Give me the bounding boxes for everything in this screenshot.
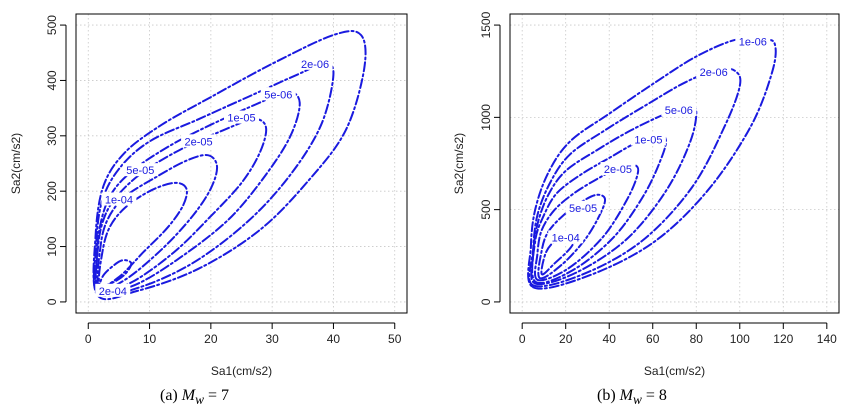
contour-label-bg <box>181 134 217 148</box>
contour-label-bg <box>661 102 697 116</box>
contour-label-bg <box>548 230 584 244</box>
contour-label-bg <box>600 162 636 176</box>
y-tick-label: 1000 <box>479 104 493 131</box>
contour-label: 5e-05 <box>126 165 154 177</box>
y-tick-label: 500 <box>479 199 493 219</box>
contour-label-bg <box>696 65 732 79</box>
x-tick-label: 20 <box>559 332 573 346</box>
contour-label: 1e-05 <box>634 135 662 147</box>
y-tick-label: 0 <box>45 298 59 305</box>
x-tick-label: 40 <box>327 332 341 346</box>
y-axis-title: Sa2(cm/s2) <box>452 133 466 194</box>
contour-label-bg <box>297 56 333 70</box>
contour-label: 1e-06 <box>739 37 767 49</box>
y-tick-label: 0 <box>479 298 493 305</box>
contour-label-bg <box>224 110 259 124</box>
chart-b: 1e-06 2e-06 5e-06 1e-05 2e-05 5e-05 1e-04 0 20 40… <box>452 11 840 378</box>
contour-line-2e-06 <box>92 30 367 301</box>
caption-a-tag: (a) <box>160 387 178 404</box>
x-axis-title: Sa1(cm/s2) <box>211 364 272 378</box>
x-tick-label: 60 <box>646 332 660 346</box>
contour-line-1e-05 <box>93 90 301 295</box>
caption-b-tag: (b) <box>597 387 616 404</box>
x-tick-label: 50 <box>388 332 402 346</box>
contour-line-1e-06 <box>527 37 777 290</box>
contour-label: 5e-06 <box>665 105 693 117</box>
caption-a-relation: = 7 <box>207 387 230 404</box>
plot-frame <box>509 13 840 314</box>
contour-label: 1e-04 <box>105 194 133 206</box>
contour-line-5e-06 <box>92 62 335 297</box>
contour-line-2e-04 <box>98 259 133 288</box>
x-tick-label: 80 <box>690 332 704 346</box>
contour-line-5e-05 <box>537 193 607 280</box>
y-tick-label: 100 <box>45 236 59 256</box>
y-tick-label: 300 <box>45 125 59 145</box>
x-tick-label: 10 <box>143 332 157 346</box>
contour-label: 2e-04 <box>99 286 127 298</box>
contour-label: 5e-05 <box>569 203 597 215</box>
x-tick-label: 20 <box>204 332 218 346</box>
contour-label: 5e-06 <box>264 89 292 101</box>
x-tick-label: 40 <box>603 332 617 346</box>
x-tick-label: 30 <box>265 332 279 346</box>
contour-label-bg <box>735 34 771 48</box>
contour-label: 2e-05 <box>604 164 632 176</box>
x-tick-label: 0 <box>519 332 526 346</box>
y-tick-label: 200 <box>45 181 59 201</box>
y-axis-title: Sa2(cm/s2) <box>9 133 23 194</box>
contour-label-bg <box>565 200 601 214</box>
contour-label-bg <box>260 87 296 101</box>
caption-a-subscript: w <box>195 392 204 408</box>
contour-label: 2e-05 <box>185 136 213 148</box>
caption-b-symbol: M <box>619 387 633 404</box>
contour-line-1e-04 <box>97 181 188 288</box>
contour-label-bg <box>122 163 158 177</box>
contour-label-bg <box>95 283 131 297</box>
x-tick-label: 120 <box>773 332 793 346</box>
x-axis-title: Sa1(cm/s2) <box>644 364 705 378</box>
x-tick-label: 140 <box>817 332 837 346</box>
contour-label: 2e-06 <box>700 67 728 79</box>
x-tick-label: 100 <box>730 332 750 346</box>
caption-b: (b) Mw = 8 <box>597 387 667 408</box>
caption-a-symbol: M <box>181 387 196 404</box>
y-tick-label: 500 <box>45 15 59 35</box>
contour-label: 2e-06 <box>301 59 329 71</box>
y-tick-label: 400 <box>45 70 59 90</box>
y-tick-label: 1500 <box>479 11 493 38</box>
contour-label: 1e-04 <box>552 232 580 244</box>
caption-a: (a) Mw = 7 <box>160 387 229 408</box>
caption-b-subscript: w <box>632 392 642 408</box>
contour-line-5e-05 <box>96 154 219 292</box>
plot-frame <box>75 13 408 314</box>
contour-label-bg <box>101 192 137 206</box>
x-tick-label: 0 <box>85 332 92 346</box>
contour-line-5e-06 <box>530 105 698 286</box>
chart-a: 2e-06 5e-06 1e-05 2e-05 5e-05 1e-04 2e-04 0 10 20… <box>9 13 408 378</box>
caption-b-relation: = 8 <box>645 387 667 404</box>
contour-label-bg <box>630 132 666 146</box>
contour-label: 1e-05 <box>227 113 255 125</box>
